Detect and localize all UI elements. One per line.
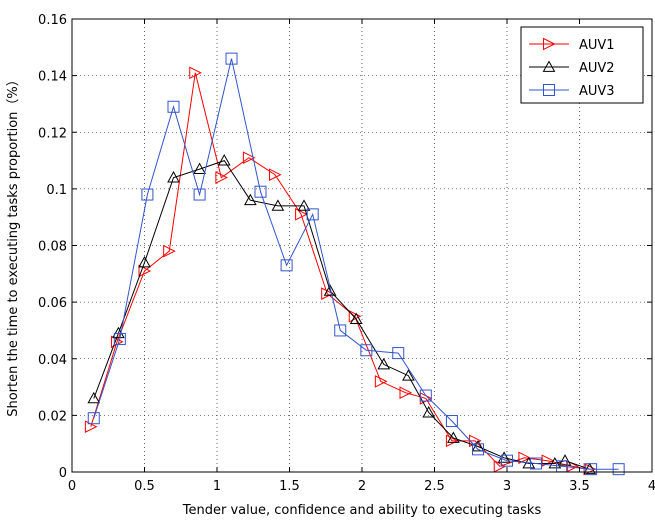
- data-point-auv1: [493, 460, 507, 473]
- data-point-auv3: [280, 259, 293, 272]
- data-point-auv3: [501, 454, 513, 467]
- legend-item-auv3: AUV3: [529, 84, 615, 99]
- data-point-auv3: [141, 188, 154, 201]
- x-axis-label: Tender value, confidence and ability to …: [182, 503, 542, 518]
- data-point-auv1: [445, 434, 459, 448]
- data-point-auv2: [402, 369, 415, 381]
- series-layer: [84, 52, 625, 476]
- data-point-auv3: [360, 344, 373, 357]
- data-point-auv3: [612, 463, 625, 476]
- legend: AUV1 AUV2 AUV3: [520, 26, 644, 104]
- data-point-auv2: [87, 391, 101, 404]
- data-point-auv3: [530, 457, 542, 470]
- data-point-auv2: [377, 357, 391, 370]
- data-point-auv3: [254, 185, 267, 198]
- legend-marker-auv3: [543, 84, 555, 96]
- data-point-auv3: [193, 188, 206, 201]
- data-point-auv1: [215, 171, 228, 184]
- legend-marker-auv1: [543, 37, 556, 51]
- data-point-auv3: [306, 208, 319, 221]
- x-tick-label: 4: [648, 479, 655, 494]
- legend-label-auv3: AUV3: [579, 84, 615, 99]
- legend-item-auv1: AUV1: [529, 37, 615, 53]
- data-point-auv2: [244, 193, 257, 206]
- x-tick-label: 0.5: [134, 479, 155, 494]
- data-point-auv2: [271, 199, 285, 211]
- data-point-auv2: [138, 255, 151, 268]
- y-axis-label: Shorten the time to executing tasks prop…: [6, 73, 21, 417]
- axis-ticks: 0 0.5 1 1.5 2 2.5 3 3.5 4 0 0.02 0.04 0.06 0.08 0.1 0.1…: [38, 13, 655, 494]
- y-tick-label: 0.08: [38, 240, 67, 255]
- data-point-auv3: [419, 389, 432, 402]
- x-tick-label: 1: [213, 479, 221, 494]
- y-tick-label: 0.1: [46, 183, 67, 198]
- data-point-auv1: [242, 151, 256, 165]
- data-point-auv3: [225, 52, 238, 65]
- data-point-auv1: [518, 451, 532, 465]
- data-point-auv2: [548, 456, 562, 469]
- y-tick-label: 0: [59, 466, 67, 481]
- data-point-auv2: [217, 154, 231, 166]
- x-tick-label: 2.5: [424, 479, 445, 494]
- data-point-auv2: [422, 406, 436, 418]
- x-tick-label: 2: [358, 479, 366, 494]
- y-tick-label: 0.06: [38, 296, 67, 311]
- data-point-auv1: [138, 264, 152, 278]
- data-point-auv3: [87, 412, 100, 425]
- data-point-auv3: [392, 347, 405, 360]
- legend-marker-auv2: [542, 60, 556, 72]
- data-point-auv1: [399, 386, 413, 400]
- data-point-auv3: [445, 415, 458, 428]
- y-tick-label: 0.14: [38, 70, 67, 85]
- data-point-auv3: [113, 332, 126, 345]
- data-point-auv2: [193, 162, 206, 174]
- x-tick-label: 3.5: [569, 479, 590, 494]
- data-point-auv3: [334, 324, 347, 337]
- data-point-auv1: [348, 309, 362, 323]
- y-tick-label: 0.04: [38, 353, 67, 368]
- data-point-auv2: [167, 171, 180, 183]
- data-point-auv2: [297, 199, 311, 211]
- grid-lines: [72, 19, 652, 472]
- data-point-auv3: [585, 463, 598, 476]
- data-point-auv3: [167, 100, 180, 113]
- x-tick-label: 0: [68, 479, 76, 494]
- legend-item-auv2: AUV2: [529, 60, 615, 76]
- x-tick-label: 1.5: [279, 479, 300, 494]
- x-tick-label: 3: [503, 479, 511, 494]
- data-point-auv2: [349, 312, 363, 325]
- y-tick-label: 0.02: [38, 409, 67, 424]
- data-point-auv2: [558, 454, 572, 466]
- y-tick-label: 0.12: [38, 126, 67, 141]
- data-point-auv2: [323, 284, 337, 296]
- series-auv3: [87, 52, 625, 476]
- data-point-auv1: [295, 208, 308, 221]
- y-tick-label: 0.16: [38, 13, 67, 28]
- legend-label-auv1: AUV1: [579, 38, 615, 53]
- data-point-auv1: [189, 66, 202, 80]
- data-point-auv1: [269, 168, 282, 182]
- data-point-auv1: [374, 375, 388, 388]
- legend-label-auv2: AUV2: [579, 61, 615, 76]
- data-point-auv3: [472, 443, 484, 456]
- data-point-auv1: [163, 244, 176, 258]
- data-point-auv2: [447, 431, 460, 443]
- series-line-auv3: [93, 58, 619, 470]
